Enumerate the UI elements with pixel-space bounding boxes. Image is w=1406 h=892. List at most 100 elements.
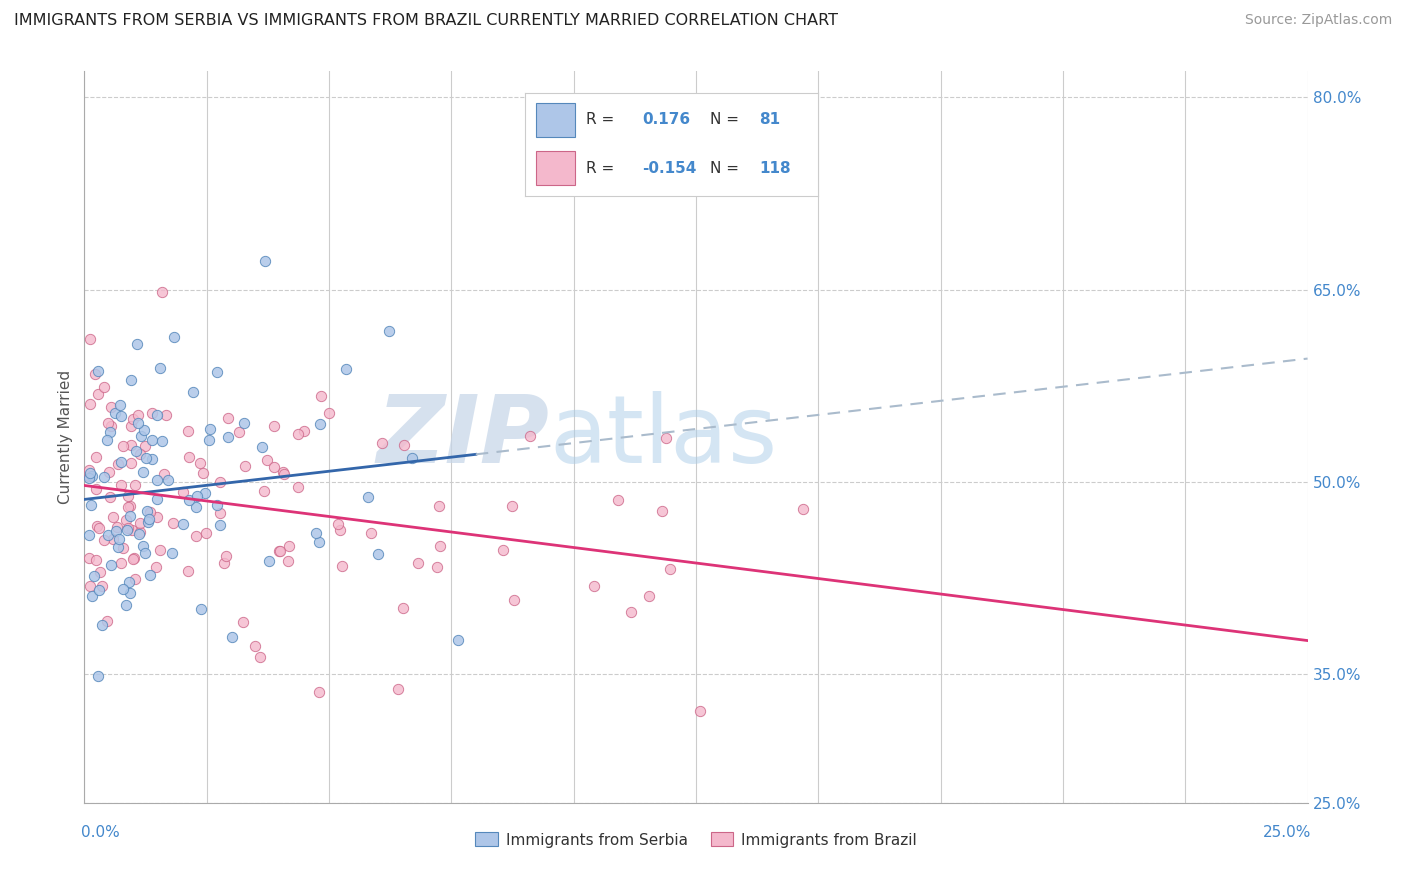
Point	[111, 582, 134, 596]
Point	[107, 457, 129, 471]
Point	[86, 553, 108, 567]
Text: Source: ZipAtlas.com: Source: ZipAtlas.com	[1244, 13, 1392, 28]
Point	[378, 324, 401, 338]
Point	[115, 523, 138, 537]
Point	[122, 412, 145, 426]
Point	[156, 474, 179, 488]
Point	[689, 704, 711, 718]
Point	[79, 579, 101, 593]
Point	[91, 579, 114, 593]
Point	[253, 254, 276, 268]
Point	[357, 490, 380, 504]
Point	[186, 489, 208, 503]
Point	[335, 362, 357, 376]
Point	[120, 373, 142, 387]
Point	[146, 509, 169, 524]
Point	[308, 417, 330, 431]
Point	[287, 480, 309, 494]
Point	[139, 568, 162, 582]
Point	[426, 559, 449, 574]
Point	[253, 483, 276, 498]
Point	[394, 438, 416, 452]
Point	[124, 477, 146, 491]
Point	[232, 615, 254, 629]
Point	[191, 466, 214, 480]
Point	[249, 649, 271, 664]
Point	[98, 425, 121, 440]
Point	[117, 521, 139, 535]
Point	[110, 478, 132, 492]
Point	[124, 550, 146, 565]
Point	[492, 542, 515, 557]
Point	[132, 539, 155, 553]
Point	[519, 428, 541, 442]
Point	[172, 485, 194, 500]
Point	[149, 361, 172, 376]
Point	[93, 470, 115, 484]
Point	[141, 451, 163, 466]
Point	[198, 422, 221, 436]
Point	[217, 411, 239, 425]
Point	[89, 566, 111, 580]
Point	[651, 503, 673, 517]
Point	[86, 483, 108, 497]
Point	[184, 500, 207, 514]
Point	[129, 516, 152, 531]
Point	[112, 439, 135, 453]
Point	[129, 525, 152, 540]
Point	[329, 524, 352, 538]
Point	[162, 516, 184, 530]
Point	[620, 605, 643, 619]
Point	[502, 593, 524, 607]
Point	[205, 498, 228, 512]
Point	[139, 505, 162, 519]
Point	[110, 455, 132, 469]
Point	[107, 541, 129, 555]
Point	[121, 552, 143, 566]
Legend: Immigrants from Serbia, Immigrants from Brazil: Immigrants from Serbia, Immigrants from …	[470, 826, 922, 854]
Point	[149, 543, 172, 558]
Point	[83, 569, 105, 583]
Point	[429, 540, 451, 554]
Point	[79, 332, 101, 346]
Point	[77, 551, 100, 566]
Text: 25.0%: 25.0%	[1263, 825, 1312, 839]
Point	[100, 418, 122, 433]
Point	[100, 558, 122, 573]
Point	[91, 618, 114, 632]
Point	[153, 467, 176, 481]
Point	[318, 406, 340, 420]
Point	[658, 562, 681, 576]
Point	[96, 615, 118, 629]
Point	[135, 504, 157, 518]
Point	[367, 547, 389, 561]
Point	[256, 452, 278, 467]
Point	[125, 444, 148, 458]
Point	[277, 554, 299, 568]
Point	[80, 469, 103, 483]
Point	[387, 681, 409, 696]
Point	[93, 380, 115, 394]
Point	[120, 419, 142, 434]
Point	[233, 459, 256, 474]
Point	[277, 539, 299, 553]
Point	[232, 416, 254, 430]
Point	[146, 473, 169, 487]
Point	[134, 423, 156, 437]
Point	[84, 450, 107, 465]
Point	[87, 669, 110, 683]
Point	[221, 630, 243, 644]
Point	[127, 408, 149, 422]
Point	[79, 397, 101, 411]
Point	[77, 469, 100, 483]
Point	[136, 515, 159, 529]
Point	[77, 527, 100, 541]
Point	[163, 330, 186, 344]
Point	[311, 389, 333, 403]
Point	[128, 527, 150, 541]
Text: IMMIGRANTS FROM SERBIA VS IMMIGRANTS FROM BRAZIL CURRENTLY MARRIED CORRELATION C: IMMIGRANTS FROM SERBIA VS IMMIGRANTS FRO…	[14, 13, 838, 29]
Point	[197, 433, 219, 447]
Point	[115, 513, 138, 527]
Point	[150, 434, 173, 449]
Point	[134, 439, 156, 453]
